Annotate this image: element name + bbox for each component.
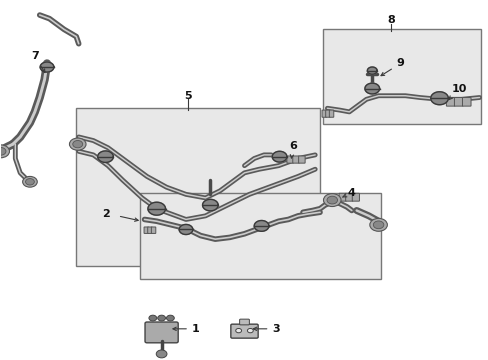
- FancyBboxPatch shape: [298, 156, 305, 163]
- Text: 8: 8: [386, 15, 394, 26]
- FancyBboxPatch shape: [462, 98, 470, 106]
- Text: 10: 10: [448, 84, 466, 99]
- Polygon shape: [179, 225, 192, 234]
- Circle shape: [369, 219, 386, 231]
- Bar: [140, 193, 380, 279]
- Text: 4: 4: [342, 188, 355, 198]
- Text: 3: 3: [253, 324, 280, 334]
- Polygon shape: [364, 83, 379, 94]
- Text: 7: 7: [31, 51, 45, 73]
- FancyBboxPatch shape: [230, 324, 258, 338]
- Polygon shape: [40, 62, 54, 72]
- FancyBboxPatch shape: [144, 227, 148, 233]
- Circle shape: [69, 138, 86, 150]
- FancyBboxPatch shape: [147, 227, 152, 233]
- Polygon shape: [272, 151, 286, 162]
- Circle shape: [156, 350, 166, 358]
- Polygon shape: [202, 199, 218, 211]
- FancyBboxPatch shape: [239, 319, 249, 325]
- Text: 2: 2: [102, 209, 109, 219]
- Polygon shape: [430, 92, 447, 105]
- Polygon shape: [254, 221, 268, 231]
- Circle shape: [326, 196, 337, 204]
- Circle shape: [247, 328, 253, 333]
- Circle shape: [0, 145, 9, 158]
- FancyBboxPatch shape: [151, 227, 156, 233]
- Polygon shape: [98, 151, 113, 162]
- Text: 9: 9: [380, 58, 404, 76]
- FancyBboxPatch shape: [329, 110, 333, 117]
- Bar: [76, 108, 320, 266]
- FancyBboxPatch shape: [286, 156, 293, 163]
- Circle shape: [0, 148, 6, 155]
- Circle shape: [149, 315, 157, 321]
- Circle shape: [22, 176, 37, 187]
- Circle shape: [372, 221, 383, 229]
- Circle shape: [25, 179, 34, 185]
- FancyBboxPatch shape: [446, 98, 454, 106]
- FancyBboxPatch shape: [145, 322, 178, 343]
- FancyBboxPatch shape: [351, 193, 359, 201]
- Circle shape: [158, 315, 165, 321]
- Circle shape: [323, 194, 340, 207]
- FancyBboxPatch shape: [345, 193, 352, 201]
- FancyBboxPatch shape: [338, 193, 346, 201]
- FancyBboxPatch shape: [453, 98, 462, 106]
- Circle shape: [235, 328, 241, 333]
- Text: 6: 6: [289, 141, 297, 158]
- FancyBboxPatch shape: [377, 226, 378, 227]
- Text: 1: 1: [173, 324, 199, 334]
- FancyBboxPatch shape: [322, 110, 326, 117]
- FancyBboxPatch shape: [377, 226, 378, 227]
- Text: 5: 5: [184, 91, 192, 101]
- Bar: [322, 30, 480, 125]
- Polygon shape: [148, 202, 165, 215]
- Polygon shape: [366, 67, 376, 74]
- FancyBboxPatch shape: [292, 156, 299, 163]
- FancyBboxPatch shape: [325, 110, 329, 117]
- Circle shape: [166, 315, 174, 321]
- FancyBboxPatch shape: [377, 226, 378, 227]
- Circle shape: [73, 140, 82, 148]
